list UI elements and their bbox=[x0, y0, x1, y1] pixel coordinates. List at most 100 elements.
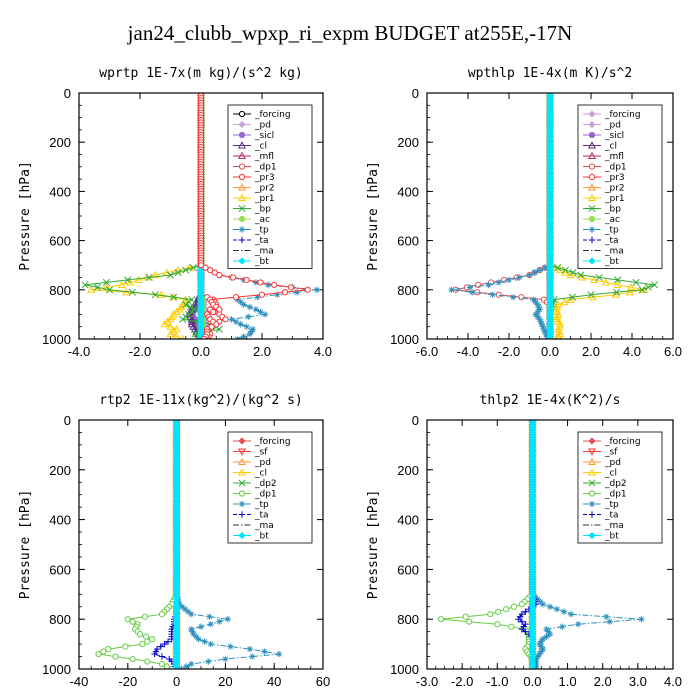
data-point_tp bbox=[207, 640, 214, 648]
data-point_tp bbox=[313, 286, 321, 293]
data-point_tp bbox=[489, 291, 496, 298]
legend-marker_dp1 bbox=[588, 163, 596, 170]
data-point_bp bbox=[93, 283, 101, 291]
data-point_dp1 bbox=[258, 291, 266, 298]
data-point_tp bbox=[264, 281, 272, 289]
data-point_tp bbox=[535, 303, 542, 311]
data-point_dp1 bbox=[462, 613, 469, 620]
data-point_tp bbox=[261, 648, 268, 655]
y-axis-label: Pressure [hPa] bbox=[366, 161, 381, 271]
legend-label_mfl: _mfl bbox=[604, 152, 624, 162]
legend-marker_pr2 bbox=[587, 183, 597, 191]
legend-label_pd: _pd bbox=[254, 458, 271, 468]
data-point_tp bbox=[249, 325, 257, 333]
data-point_tp bbox=[534, 313, 541, 321]
data-point_bp bbox=[638, 286, 646, 294]
y-tick-label: 0 bbox=[64, 413, 71, 428]
legend-label_ta: _ta bbox=[254, 236, 269, 246]
legend-marker_pd bbox=[238, 120, 246, 129]
x-tick-label: -4.0 bbox=[68, 344, 90, 359]
data-point_dp1 bbox=[144, 638, 151, 645]
data-point_tp bbox=[237, 321, 244, 328]
data-point_tp bbox=[192, 633, 200, 640]
y-tick-label: 1000 bbox=[390, 332, 419, 347]
data-point_dp1 bbox=[207, 267, 214, 274]
legend-marker_tp bbox=[238, 226, 246, 233]
data-point_tp bbox=[189, 628, 196, 635]
data-point_dp1 bbox=[202, 264, 209, 271]
legend-marker_sicl bbox=[588, 131, 596, 139]
legend-marker_pd bbox=[237, 457, 247, 466]
data-point_dp1 bbox=[158, 611, 166, 618]
legend-marker_sf bbox=[237, 448, 247, 456]
data-point_tp bbox=[509, 293, 517, 301]
data-point_tp bbox=[188, 660, 195, 668]
x-tick-label: 1.0 bbox=[559, 674, 577, 689]
legend-marker_ta bbox=[238, 236, 246, 244]
y-tick-label: 400 bbox=[397, 184, 419, 199]
data-point_dp1 bbox=[518, 294, 525, 301]
legend-marker_dp1 bbox=[238, 163, 246, 170]
figure-title: jan24_clubb_wpxp_ri_expm BUDGET at255E,-… bbox=[127, 21, 573, 45]
legend-label_bp: _bp bbox=[254, 205, 271, 215]
data-point_dp1 bbox=[494, 621, 501, 628]
data-point_bp bbox=[151, 291, 159, 299]
x-tick-label: -2.0 bbox=[498, 344, 520, 359]
legend-marker_pr2 bbox=[237, 183, 247, 191]
legend-marker_forcing bbox=[588, 110, 596, 118]
data-point_tp bbox=[538, 321, 545, 328]
legend-label_ta: _ta bbox=[604, 236, 619, 246]
data-point_pr1 bbox=[166, 329, 175, 338]
data-point_dp1 bbox=[216, 271, 223, 279]
data-point_bp bbox=[189, 264, 197, 272]
data-point_bp bbox=[182, 301, 190, 309]
data-point_dp1 bbox=[287, 284, 295, 291]
legend-marker_cl bbox=[237, 141, 247, 149]
chart-panel-1: wprtp 1E-7x(m kg)/(s^2 kg)Pressure [hPa]… bbox=[18, 66, 332, 359]
data-point_pr1 bbox=[169, 327, 178, 335]
data-point_dp1 bbox=[129, 655, 136, 663]
legend-marker_cl bbox=[237, 468, 247, 476]
legend-label_forcing: _forcing bbox=[604, 110, 641, 120]
y-tick-label: 200 bbox=[397, 135, 419, 150]
data-point_tp bbox=[207, 620, 214, 628]
x-tick-label: 0.0 bbox=[523, 674, 541, 689]
data-point_pr1 bbox=[126, 278, 135, 286]
data-point_dp1 bbox=[216, 306, 223, 313]
data-point_bp bbox=[145, 273, 153, 282]
panel-title: rtp2 1E-11x(kg^2)/(kg^2 s) bbox=[99, 393, 303, 408]
legend-label_cl: _cl bbox=[254, 469, 267, 479]
data-point_pr3 bbox=[222, 316, 229, 323]
data-point_tp bbox=[541, 264, 549, 271]
legend-label_ma: _ma bbox=[254, 247, 274, 257]
data-point_tp bbox=[188, 611, 195, 618]
data-point_pr1 bbox=[172, 332, 181, 339]
x-tick-label: 20 bbox=[218, 674, 232, 689]
legend-marker_pd bbox=[588, 120, 596, 129]
data-point_tp bbox=[222, 655, 229, 663]
series-line_tp bbox=[531, 420, 642, 669]
data-point_pr1 bbox=[102, 283, 111, 291]
y-tick-label: 200 bbox=[49, 463, 71, 478]
legend-marker_dp1 bbox=[238, 490, 246, 497]
data-point_bp bbox=[587, 291, 595, 299]
data-point_bp bbox=[186, 303, 194, 311]
data-point_pr1 bbox=[160, 320, 169, 328]
data-point_pr1 bbox=[590, 275, 599, 284]
data-point_dp1 bbox=[95, 650, 102, 658]
series-group bbox=[95, 420, 283, 669]
legend-label_cl: _cl bbox=[604, 142, 617, 152]
legend-marker_pr3 bbox=[238, 173, 246, 181]
data-point_dp1 bbox=[211, 269, 218, 276]
series-line_ta bbox=[153, 420, 178, 669]
data-point_dp1 bbox=[232, 294, 240, 301]
y-tick-label: 600 bbox=[397, 562, 419, 577]
y-tick-label: 0 bbox=[412, 86, 419, 101]
data-point_pr1 bbox=[566, 295, 575, 303]
y-tick-label: 200 bbox=[397, 463, 419, 478]
legend-label_tp: _tp bbox=[604, 226, 619, 236]
legend-marker_ta bbox=[238, 511, 246, 518]
data-point_bp bbox=[561, 266, 569, 274]
